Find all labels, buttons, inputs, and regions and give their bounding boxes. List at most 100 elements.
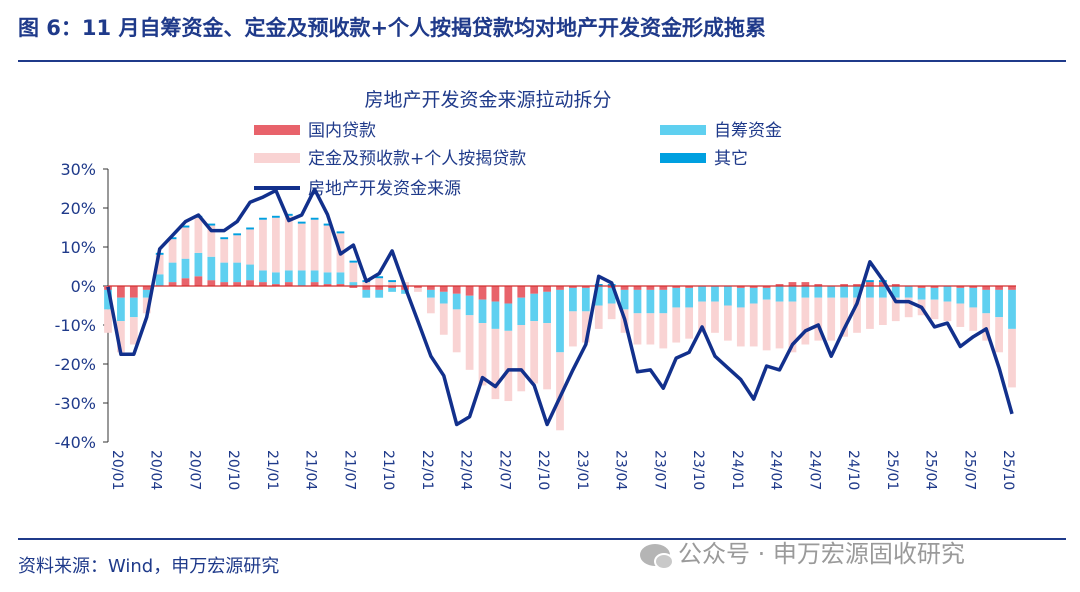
bar-deposits_mortgage (633, 313, 642, 345)
bar-self_raised (349, 282, 358, 286)
bar-domestic_loans (685, 286, 694, 288)
bar-domestic_loans (969, 286, 978, 288)
bar-domestic_loans (259, 282, 267, 286)
bar-self_raised (646, 289, 655, 314)
bar-deposits_mortgage (517, 325, 526, 392)
bar-deposits_mortgage (504, 330, 513, 402)
bar-self_raised (168, 262, 177, 283)
bar-domestic_loans (749, 286, 758, 288)
y-tick-label: -40% (55, 433, 96, 452)
y-tick-label: -10% (55, 316, 96, 335)
bar-deposits_mortgage (388, 282, 396, 286)
bar-other (310, 217, 319, 220)
bar-domestic_loans (788, 282, 797, 286)
bar-self_raised (155, 274, 164, 286)
bar-deposits_mortgage (375, 278, 384, 286)
bar-self_raised (530, 293, 539, 322)
bar-deposits_mortgage (104, 309, 112, 333)
x-tick-label: 22/07 (496, 450, 512, 490)
bar-deposits_mortgage (233, 235, 242, 263)
bar-self_raised (724, 286, 732, 306)
bar-domestic_loans (129, 286, 138, 298)
bar-domestic_loans (853, 284, 861, 286)
x-tick-label: 21/01 (264, 450, 280, 490)
bar-self_raised (866, 286, 874, 298)
bar-self_raised (362, 289, 371, 298)
bar-domestic_loans (917, 286, 926, 288)
bar-deposits_mortgage (878, 297, 887, 325)
bar-other (375, 276, 384, 279)
bar-deposits_mortgage (581, 311, 590, 343)
bar-domestic_loans (246, 280, 254, 286)
bar-deposits_mortgage (749, 303, 758, 347)
wechat-icon (640, 544, 674, 570)
bar-deposits_mortgage (246, 229, 254, 265)
bar-other (297, 221, 306, 224)
watermark-text: 公众号 · 申万宏源固收研究 (678, 540, 965, 568)
bar-self_raised (840, 286, 848, 298)
y-tick-label: -30% (55, 394, 96, 413)
bar-other (284, 213, 293, 216)
bar-domestic_loans (878, 282, 887, 286)
bar-deposits_mortgage (775, 301, 784, 349)
bar-self_raised (930, 287, 939, 300)
bar-domestic_loans (633, 286, 642, 290)
x-tick-label: 25/07 (961, 450, 977, 490)
bar-self_raised (336, 272, 345, 285)
bar-deposits_mortgage (982, 313, 991, 341)
bar-self_raised (246, 264, 254, 281)
bar-domestic_loans (659, 286, 668, 290)
bar-self_raised (181, 258, 190, 279)
bar-deposits_mortgage (543, 323, 551, 390)
bar-deposits_mortgage (762, 299, 771, 351)
bar-self_raised (749, 287, 758, 304)
bar-domestic_loans (414, 286, 422, 288)
total-line-layer (106, 187, 1014, 427)
bar-deposits_mortgage (646, 313, 655, 345)
bar-deposits_mortgage (594, 305, 603, 329)
bar-domestic_loans (117, 286, 125, 298)
x-tick-label: 21/07 (341, 450, 357, 490)
y-axis: 30% 20% 10% 0% -10% -20% -30% -40% (55, 160, 109, 452)
title-divider (18, 60, 1066, 62)
bar-deposits_mortgage (891, 297, 900, 322)
bar-domestic_loans (323, 284, 332, 286)
bar-deposits_mortgage (607, 303, 616, 320)
bar-self_raised (465, 295, 474, 316)
bar-other (349, 260, 358, 263)
bar-deposits_mortgage (556, 352, 564, 431)
x-tick-label: 20/07 (186, 450, 202, 490)
bar-self_raised (310, 270, 319, 283)
bar-other (388, 280, 396, 283)
bar-self_raised (543, 291, 551, 324)
x-axis: 20/01 20/04 20/07 20/10 21/01 21/04 21/07 21/10… (109, 450, 1016, 490)
bar-self_raised (620, 289, 629, 310)
bar-deposits_mortgage (478, 323, 487, 386)
bar-self_raised (401, 289, 409, 294)
bar-deposits_mortgage (866, 297, 874, 329)
x-tick-label: 23/10 (690, 450, 706, 490)
bar-other (181, 225, 190, 228)
bar-domestic_loans (930, 286, 939, 288)
bar-other (272, 215, 280, 218)
bar-deposits_mortgage (168, 239, 177, 263)
bar-domestic_loans (801, 282, 810, 286)
bar-domestic_loans (465, 286, 474, 296)
bar-self_raised (982, 289, 991, 314)
legend-swatch-domestic_loans (254, 125, 300, 135)
bars (104, 213, 1016, 431)
bar-self_raised (788, 286, 797, 302)
bar-domestic_loans (866, 282, 874, 286)
bar-domestic_loans (362, 286, 371, 290)
bar-deposits_mortgage (698, 301, 706, 333)
bar-deposits_mortgage (323, 225, 332, 273)
bar-domestic_loans (272, 284, 280, 286)
bar-self_raised (607, 287, 616, 304)
bar-domestic_loans (478, 286, 487, 300)
bar-other (259, 217, 267, 220)
bar-self_raised (220, 262, 229, 283)
bar-self_raised (995, 289, 1003, 318)
x-tick-label: 25/10 (1000, 450, 1016, 490)
bar-deposits_mortgage (711, 301, 719, 333)
total-line (106, 187, 1014, 427)
